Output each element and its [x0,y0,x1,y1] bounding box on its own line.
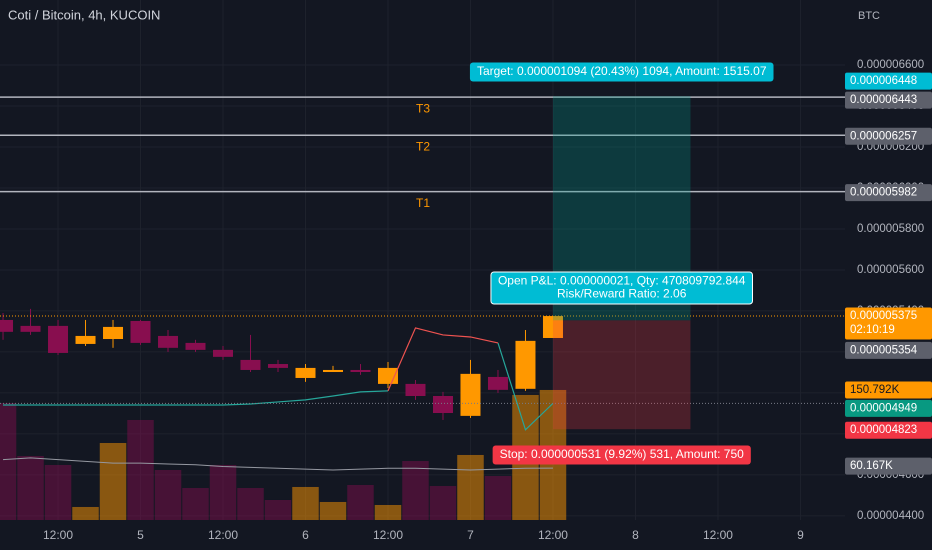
x-tick-label: 12:00 [703,528,733,542]
candle-body [322,369,343,373]
candle-body [295,367,316,378]
volume-bar [209,464,237,520]
volume-bar [429,486,457,520]
x-tick-label: 9 [797,528,804,542]
price-label-box [845,184,932,202]
price-label-box [845,457,932,475]
position-label: Stop: 0.000000531 (9.92%) 531, Amount: 7… [500,447,745,461]
y-tick-label: 0.000004400 [857,510,924,522]
position-label-box [490,271,753,305]
volume-bar [264,499,292,520]
volume-bar [182,488,209,520]
candle-body [130,320,151,343]
price-axis: 0.0000044000.0000046000.0000048000.00000… [845,0,932,550]
candle-body [350,369,371,373]
price-label-box [845,399,932,417]
candle-body [20,325,41,332]
candle-body [0,319,14,332]
y-tick-label: 0.000005600 [857,264,924,276]
x-tick-label: 8 [632,528,639,542]
volume-bar [127,419,154,520]
candle-body [158,335,179,348]
volume-bar [237,488,264,520]
volume-bar [0,402,17,520]
position-label: Risk/Reward Ratio: 2.06 [557,287,687,301]
candle-body [213,349,234,357]
price-label: 0.000005982 [850,187,917,199]
position-label-box [469,62,774,82]
price-label-box [845,127,932,145]
volume-bar [154,469,182,520]
volume-bar [319,501,347,520]
price-label: 150.792K [850,384,900,396]
volume-bar [99,442,127,520]
volume-bar [457,454,484,520]
candle-body [75,335,96,344]
position-label-box [492,445,751,465]
x-tick-label: 7 [467,528,474,542]
price-label: 0.000005375 [850,310,917,322]
price-label-box [845,72,932,90]
position-label: Open P&L: 0.000000021, Qty: 470809792.84… [498,274,746,288]
price-label: 0.000004949 [850,402,917,414]
volume-bar [484,476,512,520]
candle-body [405,383,426,396]
price-label: 0.000006448 [850,75,917,87]
price-label: 0.000006257 [850,130,917,142]
x-tick-label: 12:00 [538,528,568,542]
countdown: 02:10:19 [850,324,895,336]
volume-bar [72,506,99,520]
price-label-box [845,341,932,359]
volume-bar [44,464,72,520]
price-label-box [845,381,932,399]
candle-body [515,340,536,389]
candle-body [185,342,206,350]
price-label: 0.000005354 [850,344,918,356]
x-tick-label: 5 [137,528,144,542]
volume-bar [402,461,429,520]
chart-title: Coti / Bitcoin, 4h, KUCOIN [8,7,160,22]
x-tick-label: 12:00 [373,528,403,542]
volume-bar [347,484,374,520]
candle-body [460,373,481,416]
overlay: T3 T2 T1 Target: 0.000001094 (20.43%) 1094,… [0,62,845,465]
candle-body [240,359,261,370]
indicator-line [387,327,499,392]
y-tick-label: 0.000006600 [857,59,924,71]
candle-body [432,395,453,414]
x-tick-label: 12:00 [43,528,73,542]
level-label: T1 [416,196,430,210]
y-tick-label: 0.000005800 [857,223,924,235]
price-label-box [845,421,932,439]
volume-ma-line [2,457,553,471]
volume-bar [17,456,44,520]
price-label: 60.167K [850,460,893,472]
x-tick-label: 12:00 [208,528,238,542]
candle-body [542,316,563,338]
plot [0,308,567,520]
position-label: Target: 0.000001094 (20.43%) 1094, Amoun… [477,64,767,78]
volume-bar [374,504,402,520]
price-label: 0.000006443 [850,94,917,106]
candle-body [48,325,69,353]
price-label: 0.000004823 [850,424,917,436]
price-label-box [845,307,932,340]
price-label-box [845,91,932,109]
candle-body [103,326,124,340]
candle-body [268,364,289,368]
grid: 12:00 5 12:00 6 12:00 7 12:00 8 12:00 9 [0,0,845,542]
x-tick-label: 6 [302,528,309,542]
currency: BTC [858,10,880,22]
volume-bar [292,486,319,520]
loss-zone [552,320,691,430]
level-label: T2 [416,139,430,153]
indicator-line [3,342,554,431]
level-label: T3 [416,101,430,115]
candle-body [487,376,508,390]
